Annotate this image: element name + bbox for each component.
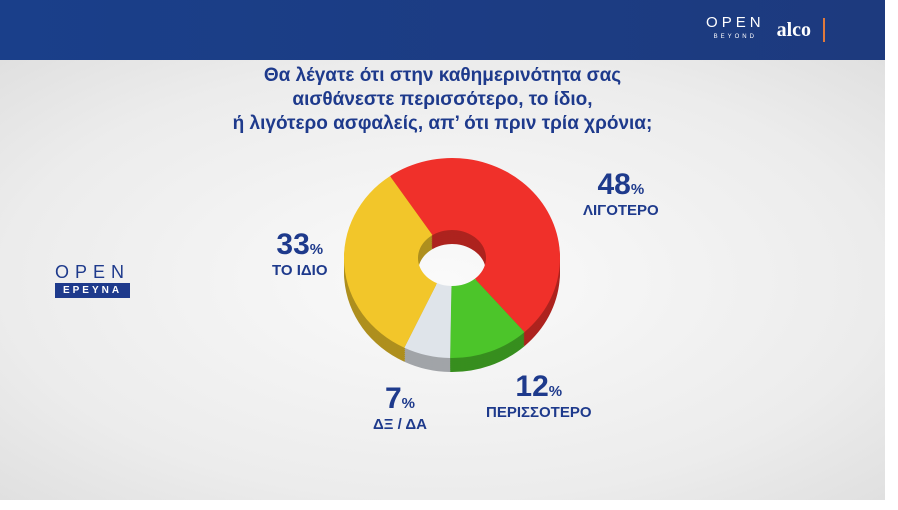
slice-0 [390,157,561,333]
label-slice-0: 48% ΛΙΓΟΤΕΡΟ [583,168,659,219]
title-line: αισθάνεστε περισσότερο, το ίδιο, [292,89,593,110]
divider [823,18,825,42]
brand-logos: OPEN BEYOND alco [706,14,825,44]
open-beyond-logo: OPEN BEYOND [706,14,765,40]
chart-stage [0,60,885,500]
alco-logo: alco [776,18,811,41]
label-slice-2: 7% ΔΞ / ΔΑ [373,382,427,433]
open-erevna-logo: OPEN ΕΡΕΥΝΑ [55,262,131,298]
title-line: Θα λέγατε ότι στην καθημερινότητα σας [263,65,622,86]
slice-2 [404,283,452,358]
slice-3 [344,176,437,348]
slice-1 [450,278,525,358]
label-slice-3: 33% ΤΟ ΙΔΙΟ [272,228,328,279]
chart-title: Θα λέγατε ότι στην καθημερινότητα σας αι… [0,64,885,136]
label-slice-1: 12% ΠΕΡΙΣΣΟΤΕΡΟ [486,370,592,421]
title-line: ή λιγότερο ασφαλείς, απ’ ότι πριν τρία χ… [232,113,653,134]
